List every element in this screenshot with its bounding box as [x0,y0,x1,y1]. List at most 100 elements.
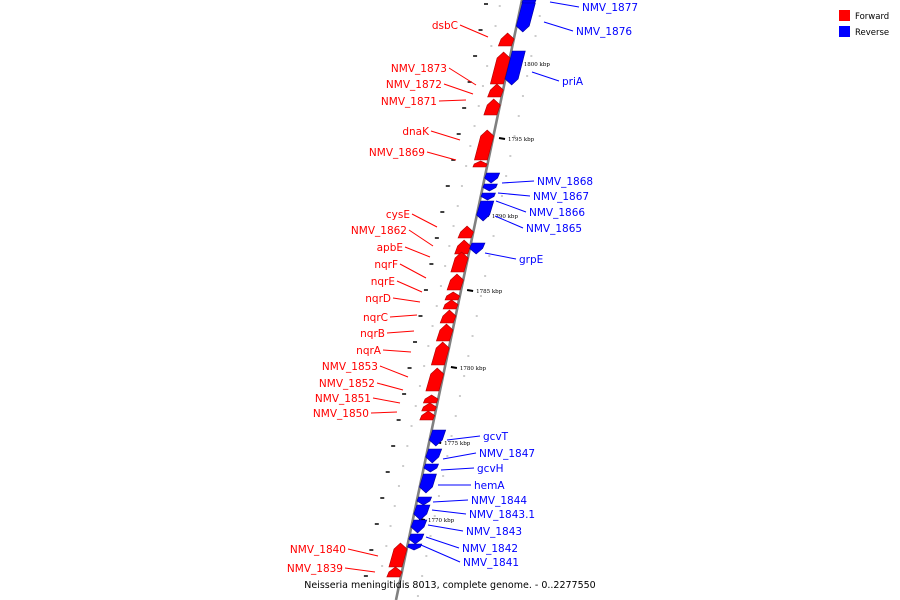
label-leader-line [531,71,560,82]
label-leader-line [382,349,412,353]
gene-label[interactable]: NMV_1867 [533,191,589,203]
gene-label[interactable]: NMV_1853 [322,361,378,373]
gene-label[interactable]: NMV_1851 [315,393,371,405]
gene-reverse-arrow[interactable] [476,200,495,222]
gene-forward-arrow[interactable] [386,566,403,578]
gene-label[interactable]: priA [562,76,584,88]
gene-reverse-arrow[interactable] [419,473,437,494]
gene-label[interactable]: gcvT [483,431,509,443]
label-leader-line [448,67,477,86]
gene-forward-arrow[interactable] [435,323,454,342]
gene-forward-arrow[interactable] [454,239,471,255]
gene-label[interactable]: NMV_1865 [526,223,582,235]
label-leader-line [426,151,457,161]
gene-label[interactable]: NMV_1876 [576,26,632,38]
gene-forward-arrow[interactable] [483,98,501,116]
gene-label[interactable]: nqrB [360,328,385,340]
gene-forward-arrow[interactable] [421,402,437,412]
gene-label[interactable]: NMV_1866 [529,207,585,219]
gene-label[interactable]: nqrC [363,312,388,324]
label-leader-line [411,213,438,228]
label-leader-line [494,215,524,229]
gene-label[interactable]: dsbC [432,20,458,32]
gene-reverse-arrow[interactable] [515,2,536,33]
gene-forward-arrow[interactable] [425,367,445,392]
gene-label[interactable]: cysE [386,209,410,221]
gene-label[interactable]: NMV_1847 [479,448,535,460]
gene-forward-arrow[interactable] [457,225,474,239]
gene-label[interactable]: NMV_1852 [319,378,375,390]
gene-label[interactable]: NMV_1842 [462,543,518,555]
gene-label[interactable]: apbE [377,242,403,254]
gene-label[interactable]: nqrA [356,345,382,357]
gene-label[interactable]: NMV_1868 [537,176,593,188]
gene-label[interactable]: hemA [474,480,505,492]
label-leader-line [495,200,527,213]
gene-forward-arrow[interactable] [419,410,436,421]
gene-forward-arrow[interactable] [439,309,457,324]
legend-reverse-swatch [839,26,850,37]
label-leader-line [347,548,379,557]
gene-forward-arrow[interactable] [442,299,459,310]
gene-label[interactable]: NMV_1843 [466,526,522,538]
gene-label[interactable]: nqrD [365,293,391,305]
gene-forward-arrow[interactable] [474,129,495,161]
label-leader-line [389,314,418,318]
gene-reverse-arrow[interactable] [484,172,501,184]
gene-forward-arrow[interactable] [489,51,511,85]
gene-reverse-arrow[interactable] [504,50,526,86]
gene-label[interactable]: grpE [519,254,543,266]
tick-label: 1790 kbp [492,214,519,220]
gene-reverse-arrow[interactable] [469,242,486,255]
gene-label[interactable]: NMV_1869 [369,147,425,159]
gene-reverse-arrow[interactable] [407,543,423,551]
gene-reverse-arrow[interactable] [428,429,447,447]
gene-label[interactable]: nqrF [374,259,398,271]
label-leader-line [425,536,460,549]
gene-forward-arrow[interactable] [422,394,439,404]
label-leader-line [440,467,475,471]
tick-label: 1800 kbp [524,62,551,68]
gene-forward-arrow[interactable] [487,83,504,98]
gene-reverse-arrow[interactable] [425,448,443,464]
gene-forward-arrow[interactable] [497,32,515,47]
gene-label[interactable]: NMV_1871 [381,96,437,108]
gene-label[interactable]: NMV_1877 [582,2,638,14]
gene-reverse-arrow[interactable] [480,192,496,201]
tick-label: 1770 kbp [428,518,455,524]
legend-reverse-label: Reverse [855,28,889,38]
gene-label[interactable]: NMV_1841 [463,557,519,569]
gene-forward-arrow[interactable] [450,251,469,273]
gene-label[interactable]: NMV_1843.1 [469,509,535,521]
gene-reverse-arrow[interactable] [408,533,425,545]
label-leader-line [386,330,415,334]
gene-forward-arrow[interactable] [388,542,408,568]
gene-track [386,0,537,578]
gene-label[interactable]: dnaK [402,126,430,138]
label-leader-line [420,544,461,563]
gene-label[interactable]: NMV_1850 [313,408,369,420]
label-leader-line [370,411,398,414]
gene-forward-arrow[interactable] [446,273,464,291]
gene-label[interactable]: gcvH [477,463,504,475]
gene-label[interactable]: NMV_1840 [290,544,346,556]
gene-label[interactable]: NMV_1872 [386,79,442,91]
label-leader-line [501,180,535,184]
gene-reverse-arrow[interactable] [482,183,498,192]
gene-label[interactable]: nqrE [371,276,395,288]
gene-forward-arrow[interactable] [430,341,450,366]
gene-forward-arrow[interactable] [472,160,488,168]
gene-label[interactable]: NMV_1873 [391,63,447,75]
gene-forward-arrow[interactable] [444,291,461,301]
gene-label[interactable]: NMV_1862 [351,225,407,237]
gene-reverse-arrow[interactable] [423,463,440,473]
gene-reverse-arrow[interactable] [410,519,428,534]
label-leader-line [404,246,431,258]
minor-ticks [363,3,541,597]
gene-label[interactable]: NMV_1839 [287,563,343,575]
gene-label[interactable]: NMV_1844 [471,495,527,507]
legend: Forward Reverse [839,10,889,38]
gene-reverse-arrow[interactable] [413,504,431,521]
gene-reverse-arrow[interactable] [416,496,433,506]
